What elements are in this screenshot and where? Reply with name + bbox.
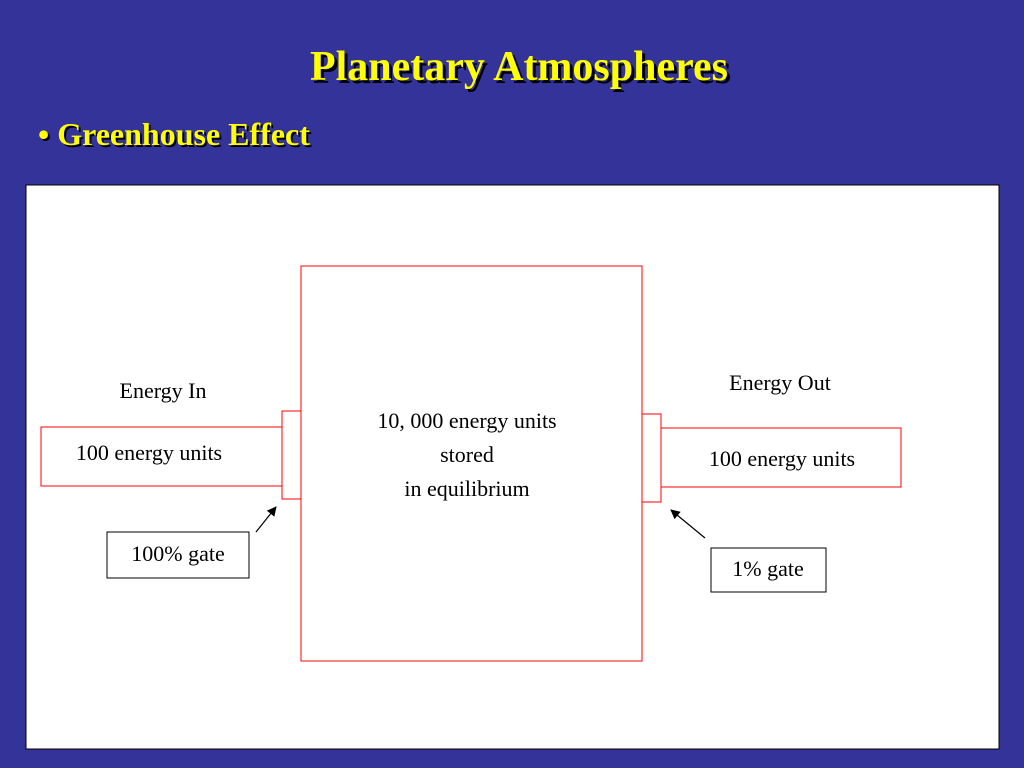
input-gate <box>281 410 302 500</box>
output-gate-label: 1% gate <box>732 556 803 581</box>
store-text: in equilibrium <box>404 476 529 501</box>
diagram-panel <box>25 184 1000 750</box>
bullet-shadow: • Greenhouse Effect <box>40 118 312 154</box>
output-gate-callout <box>710 547 827 593</box>
output-amount: 100 energy units <box>709 446 855 471</box>
input-gate-label: 100% gate <box>131 541 224 566</box>
title-shadow: Planetary Atmospheres <box>313 47 731 93</box>
input-label: Energy In <box>120 378 207 403</box>
arrow <box>255 506 277 533</box>
bullet: • Greenhouse Effect <box>38 116 310 152</box>
arrow <box>670 509 706 539</box>
store-text: 10, 000 energy units <box>377 408 556 433</box>
output-channel <box>660 427 902 488</box>
title: Planetary Atmospheres <box>310 44 728 90</box>
output-label: Energy Out <box>729 370 831 395</box>
input-gate-callout <box>106 531 250 579</box>
input-amount: 100 energy units <box>76 440 222 465</box>
store-text: stored <box>440 442 494 467</box>
